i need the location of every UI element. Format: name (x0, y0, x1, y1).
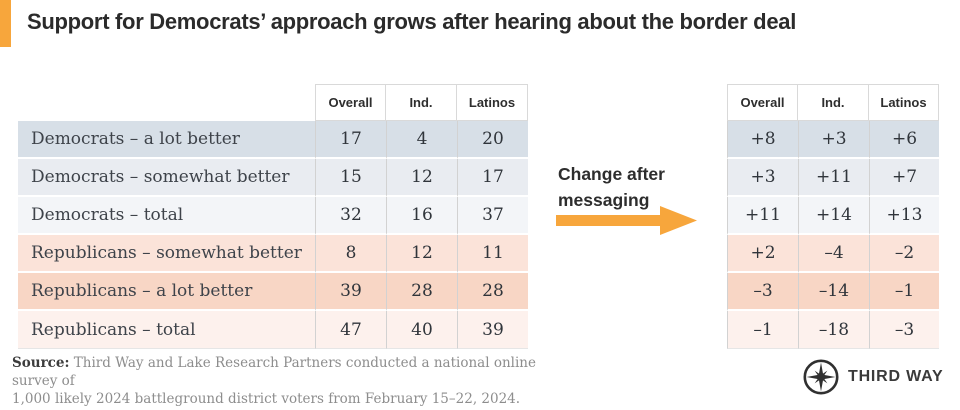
change-after-messaging-label: Change after messaging (558, 164, 665, 211)
value-cell: 17 (457, 159, 528, 197)
header-row: Overall Ind. Latinos (727, 84, 939, 121)
value-cell: 32 (315, 197, 386, 235)
column-header-ind: Ind. (798, 84, 869, 121)
value-cell: 11 (457, 235, 528, 273)
source-label: Source: (12, 355, 70, 371)
change-cell: +14 (798, 197, 869, 235)
change-cell: +13 (869, 197, 939, 235)
value-cell: 28 (386, 273, 457, 311)
change-cell: –3 (727, 273, 798, 311)
change-table: Overall Ind. Latinos +8 +3 +6 +3 +11 +7 +11 +14… (727, 84, 939, 349)
change-cell: +8 (727, 121, 798, 159)
change-cell: +3 (798, 121, 869, 159)
row-label: Republicans – somewhat better (18, 235, 315, 273)
column-header-latinos: Latinos (457, 84, 528, 121)
table-row: +8 +3 +6 (727, 121, 939, 159)
column-header-overall: Overall (727, 84, 798, 121)
value-cell: 12 (386, 159, 457, 197)
source-note: Source: Third Way and Lake Research Part… (12, 354, 542, 409)
right-arrow-icon (556, 204, 701, 242)
page-title: Support for Democrats’ approach grows af… (27, 9, 797, 34)
header-row: Overall Ind. Latinos (18, 84, 528, 121)
value-cell: 39 (315, 273, 386, 311)
row-label: Republicans – a lot better (18, 273, 315, 311)
change-cell: –4 (798, 235, 869, 273)
change-cell: +7 (869, 159, 939, 197)
row-label: Democrats – somewhat better (18, 159, 315, 197)
value-cell: 16 (386, 197, 457, 235)
value-cell: 12 (386, 235, 457, 273)
accent-bar (0, 0, 11, 47)
change-cell: –2 (869, 235, 939, 273)
change-cell: –1 (869, 273, 939, 311)
compass-star-icon (803, 359, 839, 395)
change-cell: +6 (869, 121, 939, 159)
change-cell: +3 (727, 159, 798, 197)
value-cell: 8 (315, 235, 386, 273)
table-row: Democrats – a lot better 17 4 20 (18, 121, 528, 159)
change-cell: +11 (798, 159, 869, 197)
table-row: +3 +11 +7 (727, 159, 939, 197)
change-cell: +2 (727, 235, 798, 273)
initial-support-table: Overall Ind. Latinos Democrats – a lot b… (18, 84, 528, 349)
column-header-ind: Ind. (386, 84, 457, 121)
blank-header-cell (18, 84, 315, 121)
table-row: +2 –4 –2 (727, 235, 939, 273)
logo-text: THIRD WAY (848, 368, 944, 385)
third-way-logo: THIRD WAY (802, 358, 944, 396)
value-cell: 20 (457, 121, 528, 159)
table-row: –1 –18 –3 (727, 311, 939, 349)
row-label: Democrats – a lot better (18, 121, 315, 159)
value-cell: 17 (315, 121, 386, 159)
change-cell: +11 (727, 197, 798, 235)
value-cell: 15 (315, 159, 386, 197)
table-row: Republicans – total 47 40 39 (18, 311, 528, 349)
value-cell: 39 (457, 311, 528, 349)
row-label: Democrats – total (18, 197, 315, 235)
table-row: +11 +14 +13 (727, 197, 939, 235)
source-line1: Third Way and Lake Research Partners con… (12, 355, 536, 390)
table-row: Republicans – a lot better 39 28 28 (18, 273, 528, 311)
value-cell: 40 (386, 311, 457, 349)
change-cell: –3 (869, 311, 939, 349)
value-cell: 28 (457, 273, 528, 311)
value-cell: 4 (386, 121, 457, 159)
column-header-overall: Overall (315, 84, 386, 121)
table-row: –3 –14 –1 (727, 273, 939, 311)
change-cell: –14 (798, 273, 869, 311)
value-cell: 37 (457, 197, 528, 235)
row-label: Republicans – total (18, 311, 315, 349)
table-row: Republicans – somewhat better 8 12 11 (18, 235, 528, 273)
table-row: Democrats – somewhat better 15 12 17 (18, 159, 528, 197)
value-cell: 47 (315, 311, 386, 349)
table-row: Democrats – total 32 16 37 (18, 197, 528, 235)
column-header-latinos: Latinos (869, 84, 939, 121)
source-line2: 1,000 likely 2024 battleground district … (12, 391, 521, 408)
change-cell: –18 (798, 311, 869, 349)
change-cell: –1 (727, 311, 798, 349)
